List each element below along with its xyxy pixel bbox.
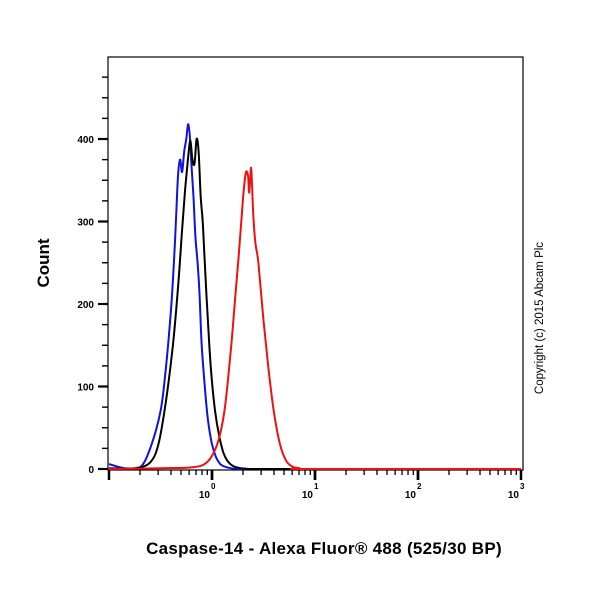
svg-text:10: 10 [199,490,211,501]
y-tick-label: 0 [88,465,94,476]
x-axis-label: Caspase-14 - Alexa Fluor® 488 (525/30 BP… [146,539,502,558]
series-blue-curve [108,123,521,471]
x-tick-label: 103 [508,482,525,501]
copyright-annotation: Copyright (c) 2015 Abcam Plc [534,242,546,394]
y-axis: 0 100 200 300 400 [77,76,108,476]
x-tick-label: 100 [199,482,216,501]
svg-text:0: 0 [211,482,216,491]
y-tick-label: 200 [77,300,94,311]
series-red-curve [108,166,521,471]
svg-text:10: 10 [508,490,520,501]
plot-area [107,56,524,471]
x-tick-label: 101 [302,482,319,501]
y-tick-label: 400 [77,135,94,146]
series-black-curve [108,137,521,471]
x-tick-label: 102 [405,482,422,501]
y-tick-label: 100 [77,383,94,394]
svg-text:3: 3 [520,482,525,491]
svg-text:1: 1 [314,482,319,491]
y-tick-label: 300 [77,218,94,229]
svg-text:2: 2 [417,482,422,491]
histogram-curves [108,123,521,471]
svg-text:10: 10 [302,490,314,501]
svg-text:10: 10 [405,490,417,501]
y-axis-label: Count [34,238,53,287]
